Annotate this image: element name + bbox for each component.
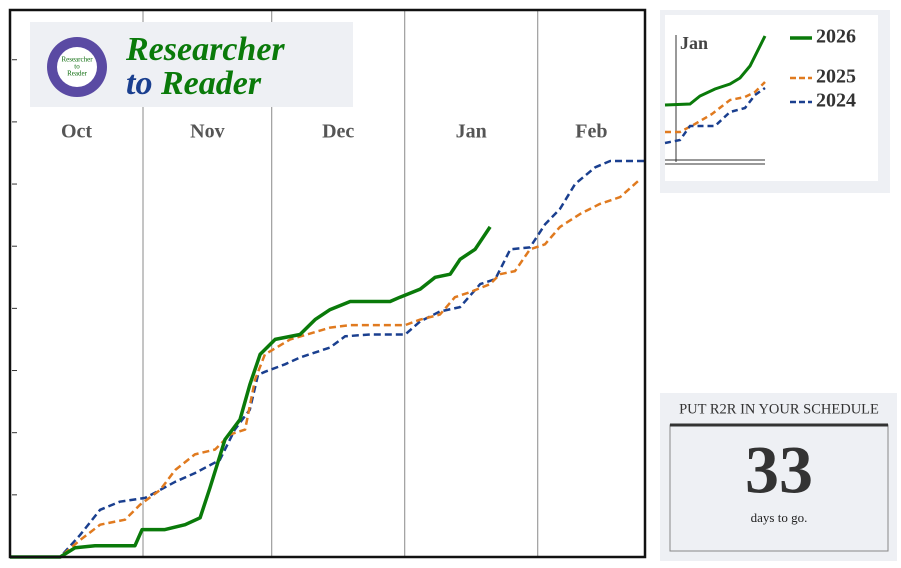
- x-tick-label: Oct: [61, 121, 92, 143]
- logo: Researcher to Reader Researcher to Reade…: [30, 22, 353, 107]
- logo-title: to Reader: [126, 65, 262, 102]
- logo-badge-text: Researcher: [61, 56, 93, 64]
- countdown-box: [669, 424, 889, 552]
- countdown-caption: days to go.: [751, 510, 808, 525]
- series-line: [10, 178, 642, 559]
- series-line: [10, 225, 492, 559]
- main-chart: Oct Nov Dec Jan Feb: [10, 10, 645, 559]
- logo-title: Researcher: [125, 31, 285, 68]
- legend-label: 2026: [816, 26, 856, 48]
- countdown-number: 33: [745, 432, 813, 508]
- legend-label: 2024: [816, 90, 856, 112]
- chart-frame: [8, 8, 647, 559]
- x-tick-label: Nov: [190, 121, 224, 143]
- x-tick-label: Feb: [575, 121, 607, 143]
- logo-title-part: Reader: [160, 65, 262, 102]
- countdown: PUT R2R IN YOUR SCHEDULE 33 days to go.: [660, 393, 897, 561]
- legend-label: 2025: [816, 66, 856, 88]
- x-tick-label: Dec: [322, 121, 354, 143]
- inset-line: [664, 35, 767, 107]
- inset-label: Jan: [680, 33, 708, 53]
- x-tick-label: Jan: [456, 121, 487, 143]
- logo-badge-text: Reader: [67, 70, 87, 78]
- inset-line: [665, 81, 766, 134]
- logo-center: [57, 47, 97, 87]
- logo-badge-text: to: [74, 63, 80, 71]
- series-line: [10, 159, 645, 559]
- countdown-heading: PUT R2R IN YOUR SCHEDULE: [679, 401, 879, 417]
- logo-title-part: to: [126, 65, 152, 102]
- legend-box: [665, 15, 878, 181]
